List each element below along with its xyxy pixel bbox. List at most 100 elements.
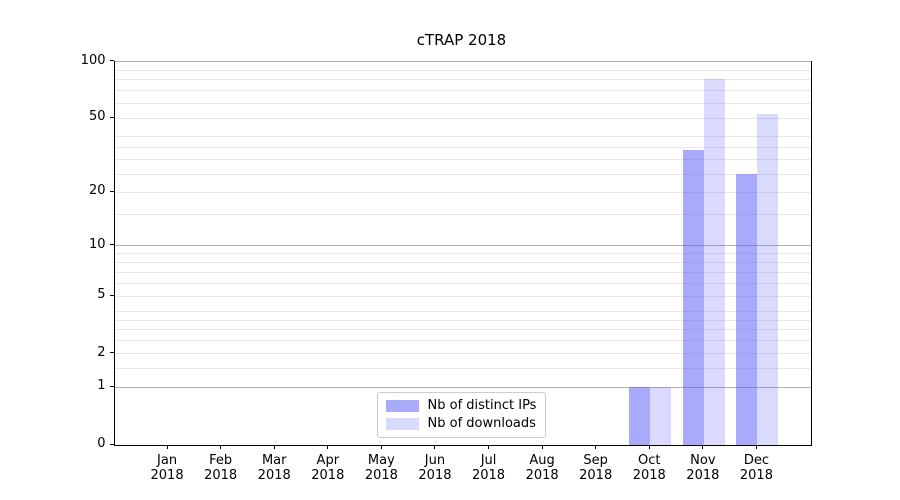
x-tick-month: Feb <box>209 453 233 468</box>
legend-swatch-distinct-ips <box>385 399 419 412</box>
x-tick-label: Jul 2018 <box>457 453 521 483</box>
legend-label: Nb of downloads <box>427 416 536 431</box>
x-tick-mark <box>755 445 757 449</box>
x-tick-label: Oct 2018 <box>617 453 681 483</box>
minor-gridline <box>114 146 811 148</box>
minor-gridline <box>114 214 811 216</box>
y-tick-label: 1 <box>97 378 106 394</box>
legend-row: Nb of distinct IPs <box>385 398 537 413</box>
x-tick-month: Apr <box>316 453 340 468</box>
x-tick-year: 2018 <box>418 468 452 483</box>
x-tick-label: Dec 2018 <box>724 453 788 483</box>
y-tick-mark <box>109 352 114 354</box>
minor-gridline <box>114 69 811 71</box>
plot-area: Nb of distinct IPs Nb of downloads <box>113 60 812 446</box>
minor-gridline <box>114 102 811 104</box>
legend: Nb of distinct IPs Nb of downloads <box>376 391 546 438</box>
minor-gridline <box>114 310 811 312</box>
x-tick-year: 2018 <box>471 468 506 483</box>
minor-gridline <box>114 368 811 370</box>
y-tick-mark <box>109 443 114 445</box>
x-tick-label: Aug 2018 <box>510 453 574 483</box>
x-tick-label: Nov 2018 <box>671 453 735 483</box>
x-tick-mark <box>488 445 490 449</box>
x-tick-month: Oct <box>638 453 661 468</box>
minor-gridline <box>114 271 811 273</box>
x-tick-month: Jan <box>157 453 178 468</box>
minor-gridline <box>114 261 811 263</box>
y-tick-mark <box>109 244 114 246</box>
y-tick-label: 20 <box>88 183 106 198</box>
x-tick-month: Jul <box>480 453 497 468</box>
x-tick-label: Mar 2018 <box>242 453 306 483</box>
x-tick-mark <box>702 445 704 449</box>
x-tick-year: 2018 <box>686 468 720 483</box>
y-tick-mark <box>109 60 114 61</box>
minor-gridline <box>114 282 811 284</box>
y-tick-label: 10 <box>88 236 106 252</box>
x-tick-year: 2018 <box>525 468 559 483</box>
minor-gridline <box>114 117 811 119</box>
x-tick-year: 2018 <box>204 468 238 483</box>
legend-label: Nb of distinct IPs <box>427 398 537 413</box>
y-tick-mark <box>109 294 114 296</box>
x-tick-label: Jun 2018 <box>403 453 467 483</box>
x-tick-year: 2018 <box>311 468 345 483</box>
minor-gridline <box>114 329 811 331</box>
x-tick-month: Nov <box>690 453 716 468</box>
x-tick-month: Sep <box>583 453 608 468</box>
x-tick-year: 2018 <box>579 468 613 483</box>
x-tick-label: Jan 2018 <box>135 453 199 483</box>
x-tick-mark <box>434 445 436 449</box>
chart-title: cTRAP 2018 <box>416 31 507 49</box>
x-tick-year: 2018 <box>364 468 398 483</box>
major-gridline <box>114 61 811 62</box>
bar-distinct-ips <box>629 387 651 445</box>
major-gridline <box>114 386 811 388</box>
y-tick-mark <box>109 190 114 192</box>
x-tick-year: 2018 <box>257 468 291 483</box>
x-tick-label: Feb 2018 <box>189 453 253 483</box>
major-gridline <box>114 245 811 247</box>
minor-gridline <box>114 319 811 321</box>
x-tick-month: Dec <box>743 453 769 468</box>
legend-swatch-downloads <box>385 417 419 430</box>
bar-distinct-ips <box>736 174 758 445</box>
x-tick-mark <box>273 445 275 449</box>
x-tick-month: Aug <box>529 453 555 468</box>
bar-downloads <box>650 387 672 445</box>
y-tick-label: 2 <box>97 344 106 360</box>
minor-gridline <box>114 90 811 92</box>
y-tick-label: 100 <box>80 52 106 68</box>
x-tick-mark <box>541 445 543 449</box>
minor-gridline <box>114 340 811 342</box>
x-tick-mark <box>380 445 382 449</box>
minor-gridline <box>114 79 811 81</box>
y-tick-label: 5 <box>97 287 106 303</box>
x-tick-month: Jun <box>424 453 446 468</box>
x-tick-mark <box>595 445 597 449</box>
x-tick-month: May <box>367 453 395 468</box>
x-tick-month: Mar <box>261 453 287 468</box>
minor-gridline <box>114 253 811 255</box>
x-tick-year: 2018 <box>739 468 773 483</box>
minor-gridline <box>114 191 811 193</box>
x-tick-mark <box>327 445 329 449</box>
x-tick-label: May 2018 <box>349 453 413 483</box>
y-tick-mark <box>109 385 114 387</box>
y-tick-mark <box>109 116 114 118</box>
y-tick-label: 50 <box>88 109 106 125</box>
x-tick-year: 2018 <box>150 468 184 483</box>
x-tick-mark <box>166 445 168 449</box>
x-tick-mark <box>648 445 650 449</box>
x-tick-label: Sep 2018 <box>564 453 628 483</box>
bar-downloads <box>757 113 779 445</box>
bar-distinct-ips <box>682 149 704 445</box>
minor-gridline <box>114 353 811 355</box>
x-tick-mark <box>220 445 222 449</box>
minor-gridline <box>114 173 811 175</box>
y-tick-label: 0 <box>97 436 106 451</box>
x-tick-year: 2018 <box>632 468 666 483</box>
bar-downloads <box>703 78 725 445</box>
